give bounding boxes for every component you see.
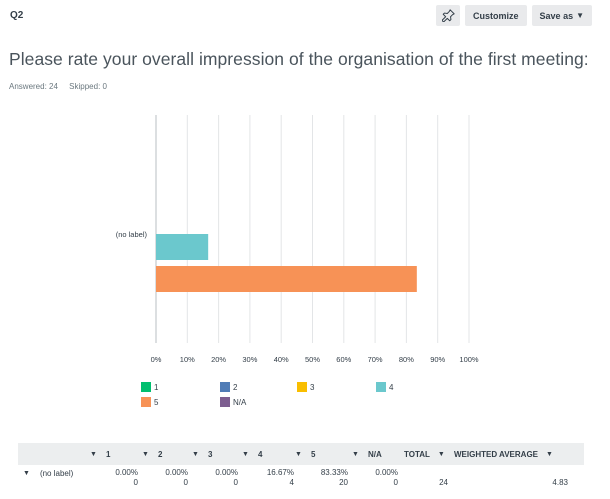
caret-down-icon: ▼ [576,11,584,20]
answered-count: Answered: 24 [9,82,58,91]
count-cell: 20 [339,478,348,487]
x-tick-label: 10% [180,355,195,364]
column-header-label: 2 [157,449,163,459]
percent-cell: 16.67% [266,468,294,477]
x-tick-label: 100% [459,355,479,364]
column-header-6[interactable]: ▼ N/A [352,443,382,465]
legend-item: 2 [220,382,237,392]
x-tick-label: 20% [211,355,226,364]
x-tick-label: 50% [305,355,320,364]
sort-dropdown-icon[interactable]: ▼ [90,450,97,458]
legend-swatch [297,382,307,392]
legend-swatch [220,397,230,407]
table-row: ▼ (no label) 0.00% 0 0.00% 0 0.00% 0 16.67% 4 83.3… [18,465,584,499]
column-header-label: TOTAL [404,449,430,459]
percent-cell: 0.00% [165,468,188,477]
legend-label: N/A [233,397,247,407]
question-title: Please rate your overall impression of t… [9,49,589,69]
legend-item: 5 [141,397,158,407]
legend-label: 1 [154,382,159,392]
percent-cell: 0.00% [215,468,238,477]
save-as-button[interactable]: Save as ▼ [531,5,592,26]
legend-item: 3 [297,382,314,392]
percent-cell: 83.33% [320,468,348,477]
table-header: ▼ 1 ▼ 2 ▼ 3 ▼ 4 ▼ 5 ▼ N/A TOTAL ▼ WEIGHTED AVERAGE ▼ [18,443,584,465]
toolbar: Customize Save as ▼ [436,5,592,26]
legend-swatch [141,397,151,407]
sort-dropdown-icon[interactable]: ▼ [242,450,249,458]
response-stats: Answered: 24 Skipped: 0 [9,82,107,91]
column-header-label: WEIGHTED AVERAGE [454,449,539,459]
count-cell: 4 [289,478,294,487]
sort-dropdown-icon[interactable]: ▼ [142,450,149,458]
legend-swatch [376,382,386,392]
legend-label: 2 [233,382,238,392]
column-header-5[interactable]: ▼ 5 [295,443,315,465]
sort-dropdown-icon[interactable]: ▼ [295,450,302,458]
pin-button[interactable] [436,5,461,26]
row-label[interactable]: ▼ (no label) [23,469,73,478]
weighted-average-cell: 4.83 [552,478,568,487]
total-cell: 24 [439,478,448,487]
percent-cell: 0.00% [115,468,138,477]
x-tick-label: 70% [368,355,383,364]
x-tick-label: 0% [151,355,162,364]
question-number: Q2 [10,10,24,21]
row-label-text: (no label) [39,469,74,478]
customize-button[interactable]: Customize [465,5,527,26]
column-header-7[interactable]: TOTAL ▼ [404,443,445,465]
count-cell: 0 [133,478,138,487]
x-tick-label: 90% [430,355,445,364]
bar-series-4 [156,234,209,260]
save-as-label: Save as [539,10,574,21]
column-header-1[interactable]: ▼ 1 [90,443,110,465]
sort-dropdown-icon[interactable]: ▼ [437,450,445,458]
column-header-4[interactable]: ▼ 4 [242,443,262,465]
column-header-label: 1 [105,449,111,459]
legend-label: 4 [389,382,394,392]
legend-label: 3 [310,382,315,392]
column-header-3[interactable]: ▼ 3 [192,443,212,465]
column-header-8[interactable]: WEIGHTED AVERAGE ▼ [454,443,553,465]
sort-dropdown-icon[interactable]: ▼ [546,450,553,458]
x-tick-label: 40% [274,355,289,364]
skipped-count: Skipped: 0 [69,82,107,91]
percent-cell: 0.00% [375,468,398,477]
x-tick-label: 80% [399,355,414,364]
column-header-label: 3 [207,449,213,459]
count-cell: 0 [183,478,188,487]
bar-chart: 0% 10% 20% 30% 40% 50% 60% 70% 80% 90% 100% (no lab… [116,115,479,364]
pin-icon [441,9,455,22]
legend-item: N/A [220,397,246,407]
count-cell: 0 [393,478,398,487]
bar-series-5 [156,266,417,292]
column-header-label: 4 [257,449,263,459]
legend-swatch [141,382,151,392]
column-header-2[interactable]: ▼ 2 [142,443,162,465]
category-label: (no label) [116,230,148,239]
legend-item: 1 [141,382,158,392]
sort-dropdown-icon[interactable]: ▼ [192,450,199,458]
column-header-label: N/A [367,449,382,459]
count-cell: 0 [233,478,238,487]
legend-item: 4 [376,382,393,392]
column-header-label: 5 [310,449,316,459]
sort-dropdown-icon[interactable]: ▼ [352,450,359,458]
expand-row-icon[interactable]: ▼ [23,470,30,477]
legend-swatch [220,382,230,392]
x-tick-label: 60% [336,355,351,364]
legend-label: 5 [154,397,159,407]
x-tick-label: 30% [242,355,257,364]
